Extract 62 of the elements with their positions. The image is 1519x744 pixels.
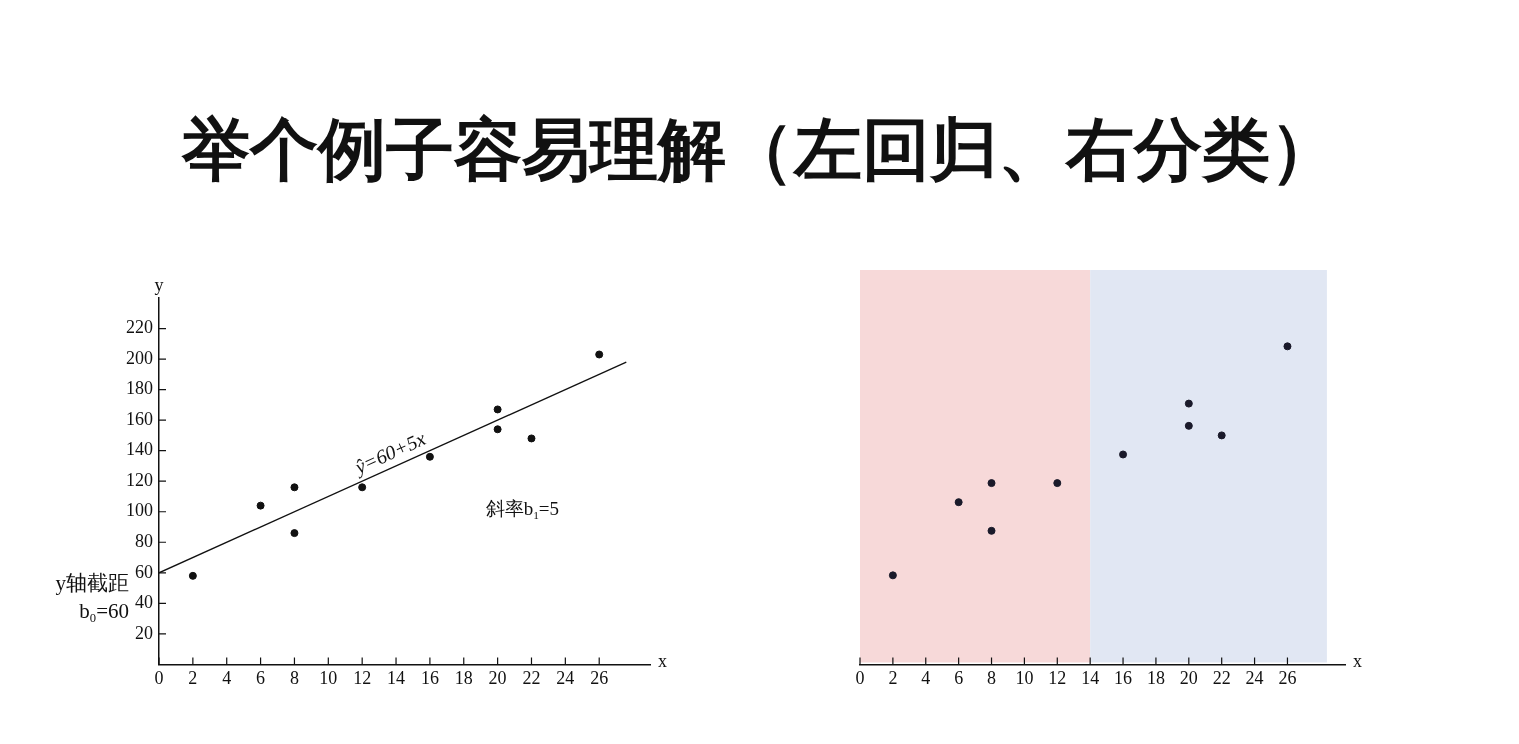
x-tick-label: 26 — [1278, 667, 1297, 688]
x-tick-label: 0 — [855, 667, 865, 688]
y-tick-label: 80 — [135, 531, 153, 551]
x-tick-label: 10 — [319, 667, 338, 688]
y-tick-label: 120 — [126, 469, 153, 490]
y-tick-label: 180 — [126, 378, 153, 399]
x-tick-label: 10 — [1015, 667, 1034, 688]
y-tick-label: 60 — [135, 561, 153, 582]
y-tick-label: 20 — [135, 622, 153, 643]
x-tick-label: 24 — [1245, 667, 1264, 688]
x-tick-label: 4 — [921, 667, 931, 688]
y-axis-title: y — [154, 274, 164, 295]
point — [987, 479, 996, 488]
point — [290, 483, 299, 492]
point — [954, 498, 963, 507]
x-tick-label: 2 — [188, 667, 198, 688]
x-tick-label: 8 — [987, 667, 997, 688]
x-tick-label: 16 — [420, 667, 439, 688]
x-tick-label: 0 — [154, 667, 164, 688]
x-tick-label: 14 — [1081, 667, 1100, 688]
chart-title: 举个例子容易理解（左回归、右分类） — [180, 109, 1339, 191]
point — [1184, 421, 1193, 430]
x-tick-label: 8 — [289, 667, 299, 688]
point — [1184, 399, 1193, 408]
point — [1119, 450, 1128, 459]
x-tick-label: 16 — [1114, 667, 1133, 688]
x-tick-label: 14 — [387, 667, 406, 688]
point — [493, 425, 502, 434]
x-tick-label: 24 — [556, 667, 575, 688]
point — [1053, 479, 1062, 488]
y-tick-label: 160 — [126, 408, 153, 429]
x-axis-title: x — [1353, 651, 1362, 672]
x-tick-label: 20 — [488, 667, 507, 688]
x-tick-label: 20 — [1179, 667, 1198, 688]
y-tick-label: 200 — [126, 347, 153, 368]
point — [888, 571, 897, 580]
x-tick-label: 26 — [590, 667, 609, 688]
point — [595, 350, 604, 359]
point — [493, 405, 502, 414]
y-tick-label: 140 — [126, 439, 153, 460]
x-tick-label: 22 — [1212, 667, 1231, 688]
point — [987, 526, 996, 535]
y-tick-label: 220 — [126, 317, 153, 338]
point — [188, 571, 197, 580]
x-tick-label: 18 — [1146, 667, 1165, 688]
x-tick-label: 18 — [454, 667, 473, 688]
x-tick-label: 6 — [256, 667, 266, 688]
point — [1217, 431, 1226, 440]
point — [256, 501, 265, 510]
y-tick-label: 40 — [135, 592, 153, 613]
point — [1283, 342, 1292, 351]
y-tick-label: 100 — [126, 500, 153, 521]
point — [290, 529, 299, 538]
x-tick-label: 12 — [1048, 667, 1067, 688]
point — [527, 434, 536, 443]
x-tick-label: 22 — [522, 667, 541, 688]
x-tick-label: 2 — [888, 667, 898, 688]
x-axis-title: x — [658, 651, 667, 672]
x-tick-label: 6 — [954, 667, 964, 688]
point — [358, 483, 367, 492]
x-tick-label: 12 — [353, 667, 372, 688]
x-tick-label: 4 — [222, 667, 232, 688]
